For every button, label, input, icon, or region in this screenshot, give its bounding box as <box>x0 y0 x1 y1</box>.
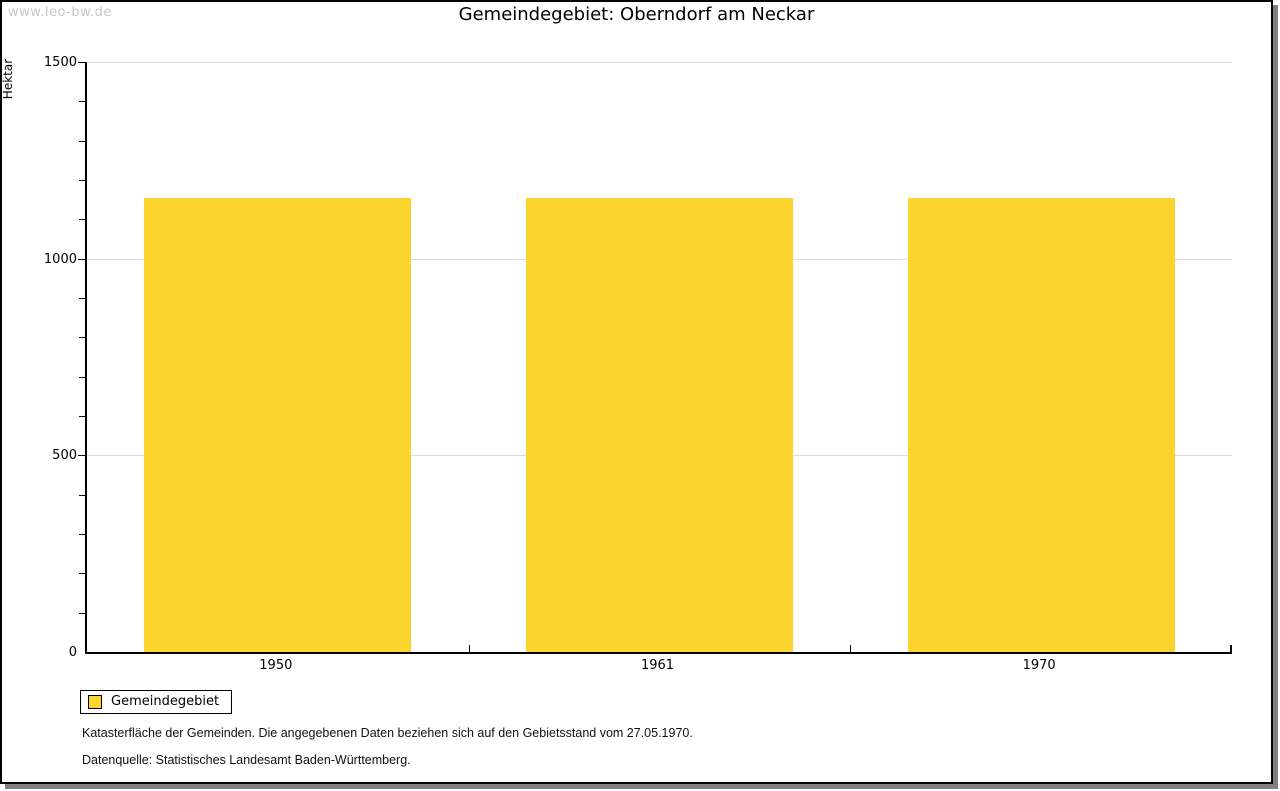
bar-1950 <box>144 197 412 652</box>
y-tick-label: 0 <box>68 645 77 660</box>
y-minor-tick <box>79 180 85 181</box>
y-minor-tick <box>79 416 85 417</box>
y-major-tick <box>78 258 85 260</box>
footnote-source-note: Katasterfläche der Gemeinden. Die angege… <box>82 726 693 740</box>
y-minor-tick <box>79 573 85 575</box>
x-tick-label: 1950 <box>259 658 293 673</box>
x-boundary-tick <box>468 645 470 652</box>
y-minor-tick <box>79 298 85 299</box>
watermark: www.leo-bw.de <box>8 5 112 20</box>
plot-area <box>78 62 1232 654</box>
y-minor-tick <box>79 101 85 103</box>
footnote-data-source: Datenquelle: Statistisches Landesamt Bad… <box>82 753 411 767</box>
x-axis-end-tick <box>1230 645 1232 652</box>
y-tick-label: 1500 <box>43 55 77 70</box>
chart-title: Gemeindegebiet: Oberndorf am Neckar <box>458 4 815 25</box>
y-minor-tick <box>79 612 85 614</box>
bar-1970 <box>907 197 1175 652</box>
legend-label: Gemeindegebiet <box>111 694 220 709</box>
y-axis-label: Hektar <box>1 58 15 100</box>
legend-swatch-icon <box>88 695 102 709</box>
y-minor-tick <box>79 140 85 142</box>
x-boundary-tick <box>850 645 852 652</box>
x-tick-label: 1970 <box>1022 658 1056 673</box>
y-major-tick <box>78 62 85 63</box>
x-tick-label: 1961 <box>640 658 675 673</box>
y-minor-tick <box>79 376 85 378</box>
gridline <box>87 62 1232 63</box>
legend: Gemeindegebiet <box>80 690 233 714</box>
y-tick-label: 1000 <box>43 251 77 267</box>
y-major-tick <box>78 455 85 457</box>
y-minor-tick <box>79 219 85 221</box>
y-minor-tick <box>79 534 85 535</box>
y-minor-tick <box>79 494 85 496</box>
y-tick-label: 500 <box>52 448 77 464</box>
y-minor-tick <box>79 337 85 339</box>
bar-1961 <box>525 197 794 652</box>
